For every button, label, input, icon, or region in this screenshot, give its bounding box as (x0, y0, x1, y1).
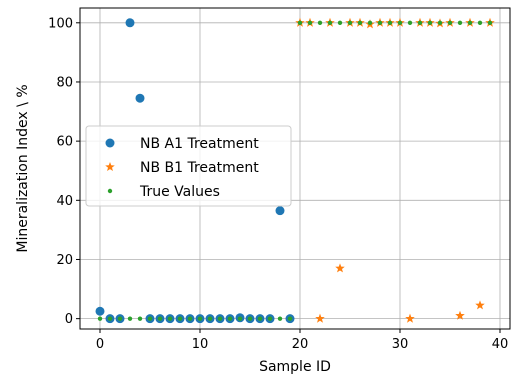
data-point (315, 313, 325, 323)
legend-label: NB B1 Treatment (140, 160, 259, 176)
data-point (477, 20, 483, 25)
data-point (377, 20, 383, 25)
data-point (217, 316, 223, 321)
y-tick-label: 100 (48, 16, 73, 31)
data-point (127, 316, 133, 321)
data-point (335, 263, 345, 273)
legend-marker (105, 162, 115, 172)
data-point (177, 316, 183, 321)
data-point (397, 20, 403, 25)
data-point (367, 20, 373, 25)
data-point (135, 93, 145, 103)
data-point (437, 20, 443, 25)
data-point (287, 316, 293, 321)
data-point (357, 20, 363, 25)
data-point (95, 306, 105, 316)
data-point (275, 206, 285, 216)
data-point (387, 20, 393, 25)
legend-item: NB B1 Treatment (105, 160, 259, 176)
y-tick-label: 0 (65, 312, 73, 327)
data-point (125, 18, 135, 28)
data-point (107, 316, 113, 321)
data-point (277, 316, 283, 321)
x-tick-label: 20 (292, 337, 309, 352)
data-point (467, 20, 473, 25)
data-point (327, 20, 333, 25)
data-point (117, 316, 123, 321)
data-point (457, 20, 463, 25)
x-axis-label: Sample ID (259, 359, 331, 375)
data-point (257, 316, 263, 321)
data-point (137, 316, 143, 321)
data-point (227, 316, 233, 321)
data-point (167, 316, 173, 321)
data-point (147, 316, 153, 321)
plot-frame (79, 7, 511, 330)
legend-item: NB A1 Treatment (105, 136, 259, 152)
data-point (427, 20, 433, 25)
series-2 (97, 20, 493, 321)
data-point (405, 313, 415, 323)
y-axis-label: Mineralization Index \ % (15, 84, 31, 252)
data-point (447, 20, 453, 25)
y-tick-label: 80 (56, 75, 73, 90)
data-point (487, 20, 493, 25)
legend: NB A1 Treatment NB B1 Treatment True Value… (85, 125, 292, 207)
data-point (337, 20, 343, 25)
data-point (187, 316, 193, 321)
legend-box (85, 125, 292, 207)
data-point (297, 20, 303, 25)
legend-marker (105, 138, 115, 148)
y-tick-label: 40 (56, 194, 73, 209)
data-point (455, 310, 465, 320)
data-marks (95, 17, 495, 324)
series-1 (295, 17, 495, 323)
data-point (317, 20, 323, 25)
data-point (197, 316, 203, 321)
data-point (267, 316, 273, 321)
x-tick-label: 40 (492, 337, 509, 352)
legend-label: True Values (139, 184, 220, 200)
data-point (237, 316, 243, 321)
data-point (207, 316, 213, 321)
legend-item: True Values (107, 184, 220, 200)
data-point (407, 20, 413, 25)
data-point (307, 20, 313, 25)
data-point (417, 20, 423, 25)
legend-label: NB A1 Treatment (140, 136, 259, 152)
x-tick-label: 10 (192, 337, 209, 352)
x-tick-label: 30 (392, 337, 409, 352)
y-tick-label: 60 (56, 135, 73, 150)
data-point (157, 316, 163, 321)
y-tick-label: 20 (56, 253, 73, 268)
legend-marker (107, 188, 113, 194)
data-point (97, 316, 103, 321)
data-point (247, 316, 253, 321)
x-tick-label: 0 (96, 337, 104, 352)
data-point (347, 20, 353, 25)
axis-ticks: 0 10 20 30 40 0 20 40 60 80 100 (48, 16, 508, 352)
data-point (475, 300, 485, 310)
